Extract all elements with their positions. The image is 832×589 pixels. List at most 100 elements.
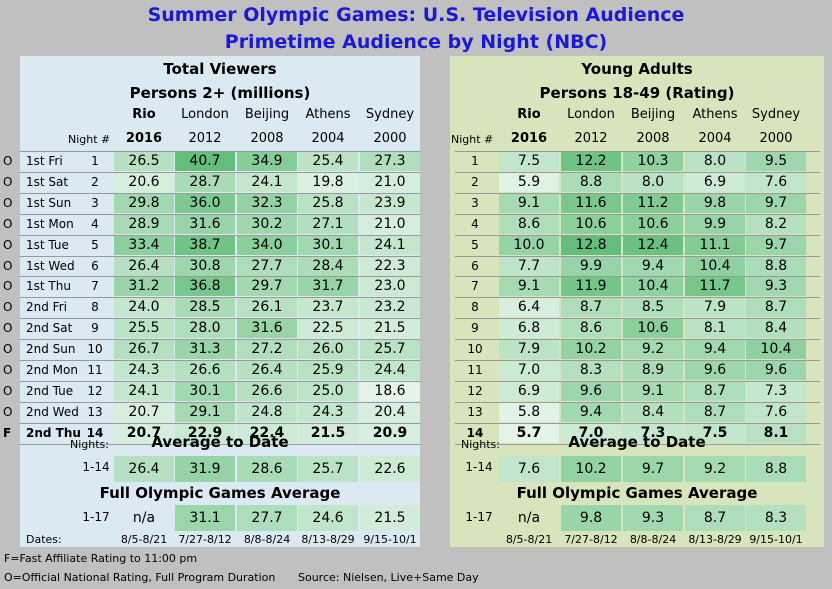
adults-value-cell: 8.4 <box>623 401 683 422</box>
adults-full-cell: 8.7 <box>685 505 745 531</box>
adults-value-cell: 11.7 <box>685 276 745 297</box>
night-number: 13 <box>87 404 103 419</box>
adults-value-cell: 10.4 <box>623 276 683 297</box>
night-number: 1 <box>91 154 99 168</box>
adults-value-cell: 10.6 <box>623 213 683 234</box>
adults-value-cell: 7.0 <box>561 422 621 443</box>
night-number: 6 <box>91 258 99 273</box>
night-number: 9 <box>91 321 99 336</box>
adults-value-cell: 9.1 <box>499 192 559 213</box>
adults-value-cell: 7.3 <box>623 422 683 443</box>
adults-full-cell: 9.8 <box>561 505 621 531</box>
viewers-host-city: Beijing <box>244 107 290 122</box>
viewers-value-cell: 20.7 <box>114 422 174 443</box>
viewers-value-cell: 18.6 <box>360 380 420 401</box>
row-separator <box>20 381 420 382</box>
adults-value-cell: 9.6 <box>746 360 806 380</box>
viewers-games-dates: 7/27-8/12 <box>178 533 232 546</box>
rating-type-flag: O <box>3 216 13 231</box>
nights-label: Nights: <box>461 438 500 451</box>
row-separator <box>20 276 420 277</box>
night-day-label: 2nd Mon <box>26 363 78 377</box>
adults-value-cell: 9.2 <box>623 339 683 360</box>
rating-type-flag: O <box>3 321 13 336</box>
viewers-value-cell: 23.9 <box>360 192 420 213</box>
viewers-games-year: 2008 <box>250 131 284 146</box>
adults-value-cell: 12.4 <box>623 234 683 255</box>
night-day-label: 2nd Sat <box>26 321 73 336</box>
viewers-value-cell: 28.5 <box>175 297 235 318</box>
row-separator <box>20 297 420 298</box>
night-number: 4 <box>471 216 479 231</box>
footnote-source: Source: Nielsen, Live+Same Day <box>298 571 479 584</box>
adults-value-cell: 9.5 <box>746 151 806 171</box>
row-separator <box>20 339 420 340</box>
viewers-value-cell: 36.0 <box>175 192 235 213</box>
row-separator <box>455 297 820 298</box>
adults-avg-cell: 10.2 <box>561 456 621 482</box>
adults-full-cell: n/a <box>517 510 541 526</box>
rating-type-flag: O <box>3 404 13 419</box>
viewers-full-cell: n/a <box>132 510 156 526</box>
adults-value-cell: 8.7 <box>561 297 621 318</box>
viewers-value-cell: 31.2 <box>114 276 174 297</box>
row-separator <box>20 360 420 361</box>
viewers-host-city: Sydney <box>365 107 415 122</box>
night-day-label: 1st Sun <box>26 195 72 210</box>
adults-value-cell: 8.4 <box>746 318 806 339</box>
adults-value-cell: 11.9 <box>561 276 621 297</box>
night-number: 10 <box>87 342 103 357</box>
adults-value-cell: 7.0 <box>499 360 559 380</box>
adults-host-city: London <box>567 107 615 122</box>
viewers-value-cell: 27.7 <box>237 255 297 276</box>
viewers-value-cell: 21.5 <box>360 318 420 339</box>
adults-value-cell: 12.8 <box>561 234 621 255</box>
viewers-value-cell: 20.4 <box>360 401 420 422</box>
adults-value-cell: 9.6 <box>685 360 745 380</box>
footnote-official: O=Official National Rating, Full Program… <box>4 571 276 584</box>
viewers-value-cell: 24.1 <box>114 380 174 401</box>
adults-value-cell: 7.3 <box>746 380 806 401</box>
viewers-games-dates: 8/13-8/29 <box>301 533 355 546</box>
adults-value-cell: 7.6 <box>746 401 806 422</box>
viewers-value-cell: 26.0 <box>298 339 358 360</box>
adults-value-cell: 6.8 <box>499 318 559 339</box>
viewers-value-cell: 21.5 <box>298 422 358 443</box>
adults-games-year: 2012 <box>574 131 608 146</box>
adults-panel-subtitle: Persons 18-49 (Rating) <box>539 84 735 102</box>
adults-full-cell: 9.3 <box>623 505 683 531</box>
viewers-games-year: 2012 <box>188 131 222 146</box>
adults-games-year: 2016 <box>510 131 548 146</box>
night-number: 13 <box>467 404 483 419</box>
adults-value-cell: 6.4 <box>499 297 559 318</box>
avg-range-label: 1-14 <box>82 460 110 474</box>
adults-value-cell: 9.8 <box>685 192 745 213</box>
rating-type-flag: O <box>3 154 13 168</box>
viewers-value-cell: 23.0 <box>360 276 420 297</box>
viewers-panel-title: Total Viewers <box>163 60 277 78</box>
adults-value-cell: 10.6 <box>561 213 621 234</box>
dates-label: Dates: <box>26 533 62 546</box>
avg-range-label: 1-14 <box>465 460 493 474</box>
viewers-value-cell: 25.7 <box>360 339 420 360</box>
adults-value-cell: 11.6 <box>561 192 621 213</box>
viewers-value-cell: 25.9 <box>298 360 358 380</box>
adults-host-city: Athens <box>692 107 738 122</box>
adults-value-cell: 5.7 <box>499 422 559 443</box>
row-separator <box>455 444 820 445</box>
rating-type-flag: O <box>3 300 13 315</box>
row-separator <box>455 423 820 424</box>
row-separator <box>20 402 420 403</box>
night-number: 3 <box>91 195 99 210</box>
night-number: 8 <box>91 300 99 315</box>
adults-value-cell: 7.5 <box>685 422 745 443</box>
viewers-value-cell: 24.3 <box>114 360 174 380</box>
adults-value-cell: 7.5 <box>499 151 559 171</box>
rating-type-flag: F <box>3 425 12 440</box>
row-separator <box>455 235 820 236</box>
night-day-label: 2nd Sun <box>26 342 76 357</box>
row-separator <box>20 235 420 236</box>
row-separator <box>455 151 820 152</box>
viewers-value-cell: 20.6 <box>114 171 174 192</box>
adults-value-cell: 8.7 <box>685 401 745 422</box>
